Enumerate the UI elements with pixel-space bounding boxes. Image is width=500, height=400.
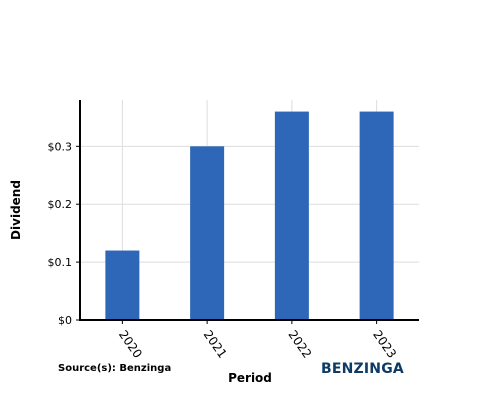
bar-2022 — [274, 111, 309, 320]
y-tick-label: $0 — [58, 314, 72, 327]
benzinga-logo: BENZINGA — [321, 361, 404, 377]
y-tick-label: $0.3 — [48, 140, 73, 153]
x-tick-label: 2022 — [285, 328, 314, 361]
x-axis-title: Period — [228, 371, 272, 385]
source-label: Source(s): Benzinga — [58, 363, 172, 374]
bar-2021 — [190, 146, 225, 320]
bar-2020 — [105, 250, 140, 320]
bar-2023 — [359, 111, 394, 320]
x-tick-label: 2020 — [116, 328, 145, 361]
y-tick-label: $0.2 — [48, 198, 73, 211]
y-axis-title: Dividend — [9, 180, 23, 240]
x-tick-label: 2021 — [201, 328, 230, 361]
y-tick-label: $0.1 — [48, 256, 73, 269]
bar-layer — [105, 111, 394, 320]
axis-layer — [76, 100, 419, 324]
x-tick-label: 2023 — [370, 328, 399, 361]
